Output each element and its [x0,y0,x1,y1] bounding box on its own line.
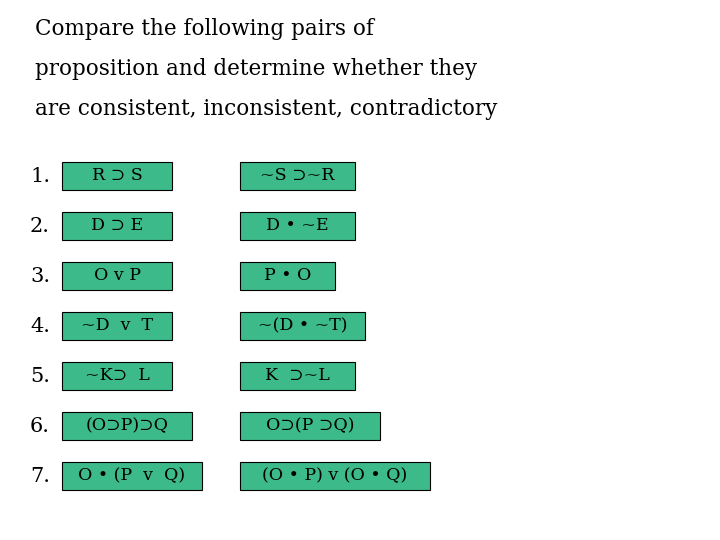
FancyBboxPatch shape [62,162,172,190]
Text: ~K⊃  L: ~K⊃ L [85,368,149,384]
FancyBboxPatch shape [62,262,172,290]
Text: O⊃(P ⊃Q): O⊃(P ⊃Q) [266,417,354,435]
Text: are consistent, inconsistent, contradictory: are consistent, inconsistent, contradict… [35,98,498,120]
Text: 7.: 7. [30,467,50,485]
Text: 2.: 2. [30,217,50,235]
Text: K  ⊃~L: K ⊃~L [265,368,330,384]
Text: proposition and determine whether they: proposition and determine whether they [35,58,477,80]
Text: ~S ⊃~R: ~S ⊃~R [260,167,335,185]
FancyBboxPatch shape [240,412,380,440]
Text: Compare the following pairs of: Compare the following pairs of [35,18,374,40]
Text: D • ~E: D • ~E [266,218,329,234]
Text: 6.: 6. [30,416,50,435]
Text: ~(D • ~T): ~(D • ~T) [258,318,347,334]
FancyBboxPatch shape [240,212,355,240]
FancyBboxPatch shape [62,462,202,490]
FancyBboxPatch shape [62,312,172,340]
Text: D ⊃ E: D ⊃ E [91,218,143,234]
Text: 5.: 5. [30,367,50,386]
Text: O v P: O v P [94,267,140,285]
Text: (O⊃P)⊃Q: (O⊃P)⊃Q [86,417,168,435]
Text: 3.: 3. [30,267,50,286]
Text: P • O: P • O [264,267,311,285]
FancyBboxPatch shape [240,362,355,390]
Text: 4.: 4. [30,316,50,335]
Text: (O • P) v (O • Q): (O • P) v (O • Q) [262,468,408,484]
FancyBboxPatch shape [62,412,192,440]
Text: O • (P  v  Q): O • (P v Q) [78,468,186,484]
FancyBboxPatch shape [240,312,365,340]
FancyBboxPatch shape [62,362,172,390]
FancyBboxPatch shape [240,162,355,190]
FancyBboxPatch shape [240,462,430,490]
Text: ~D  v  T: ~D v T [81,318,153,334]
Text: 1.: 1. [30,166,50,186]
FancyBboxPatch shape [62,212,172,240]
Text: R ⊃ S: R ⊃ S [91,167,143,185]
FancyBboxPatch shape [240,262,335,290]
